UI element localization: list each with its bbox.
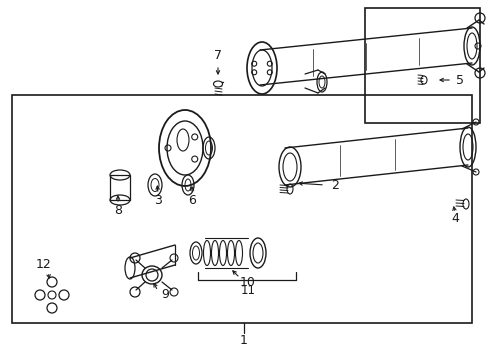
Ellipse shape — [213, 81, 222, 87]
Text: 5: 5 — [455, 73, 463, 86]
Text: 9: 9 — [161, 288, 168, 302]
Text: 4: 4 — [450, 212, 458, 225]
Bar — [110, 175, 130, 200]
Text: 12: 12 — [36, 258, 52, 271]
Bar — [364, 8, 479, 123]
Text: 3: 3 — [154, 194, 162, 207]
Text: 7: 7 — [214, 49, 222, 62]
Text: 8: 8 — [114, 203, 122, 216]
Text: 1: 1 — [240, 333, 247, 346]
Text: 2: 2 — [330, 179, 338, 192]
Bar — [12, 95, 471, 323]
Text: 11: 11 — [240, 284, 255, 297]
Text: 6: 6 — [188, 194, 196, 207]
Text: 10: 10 — [240, 275, 255, 288]
